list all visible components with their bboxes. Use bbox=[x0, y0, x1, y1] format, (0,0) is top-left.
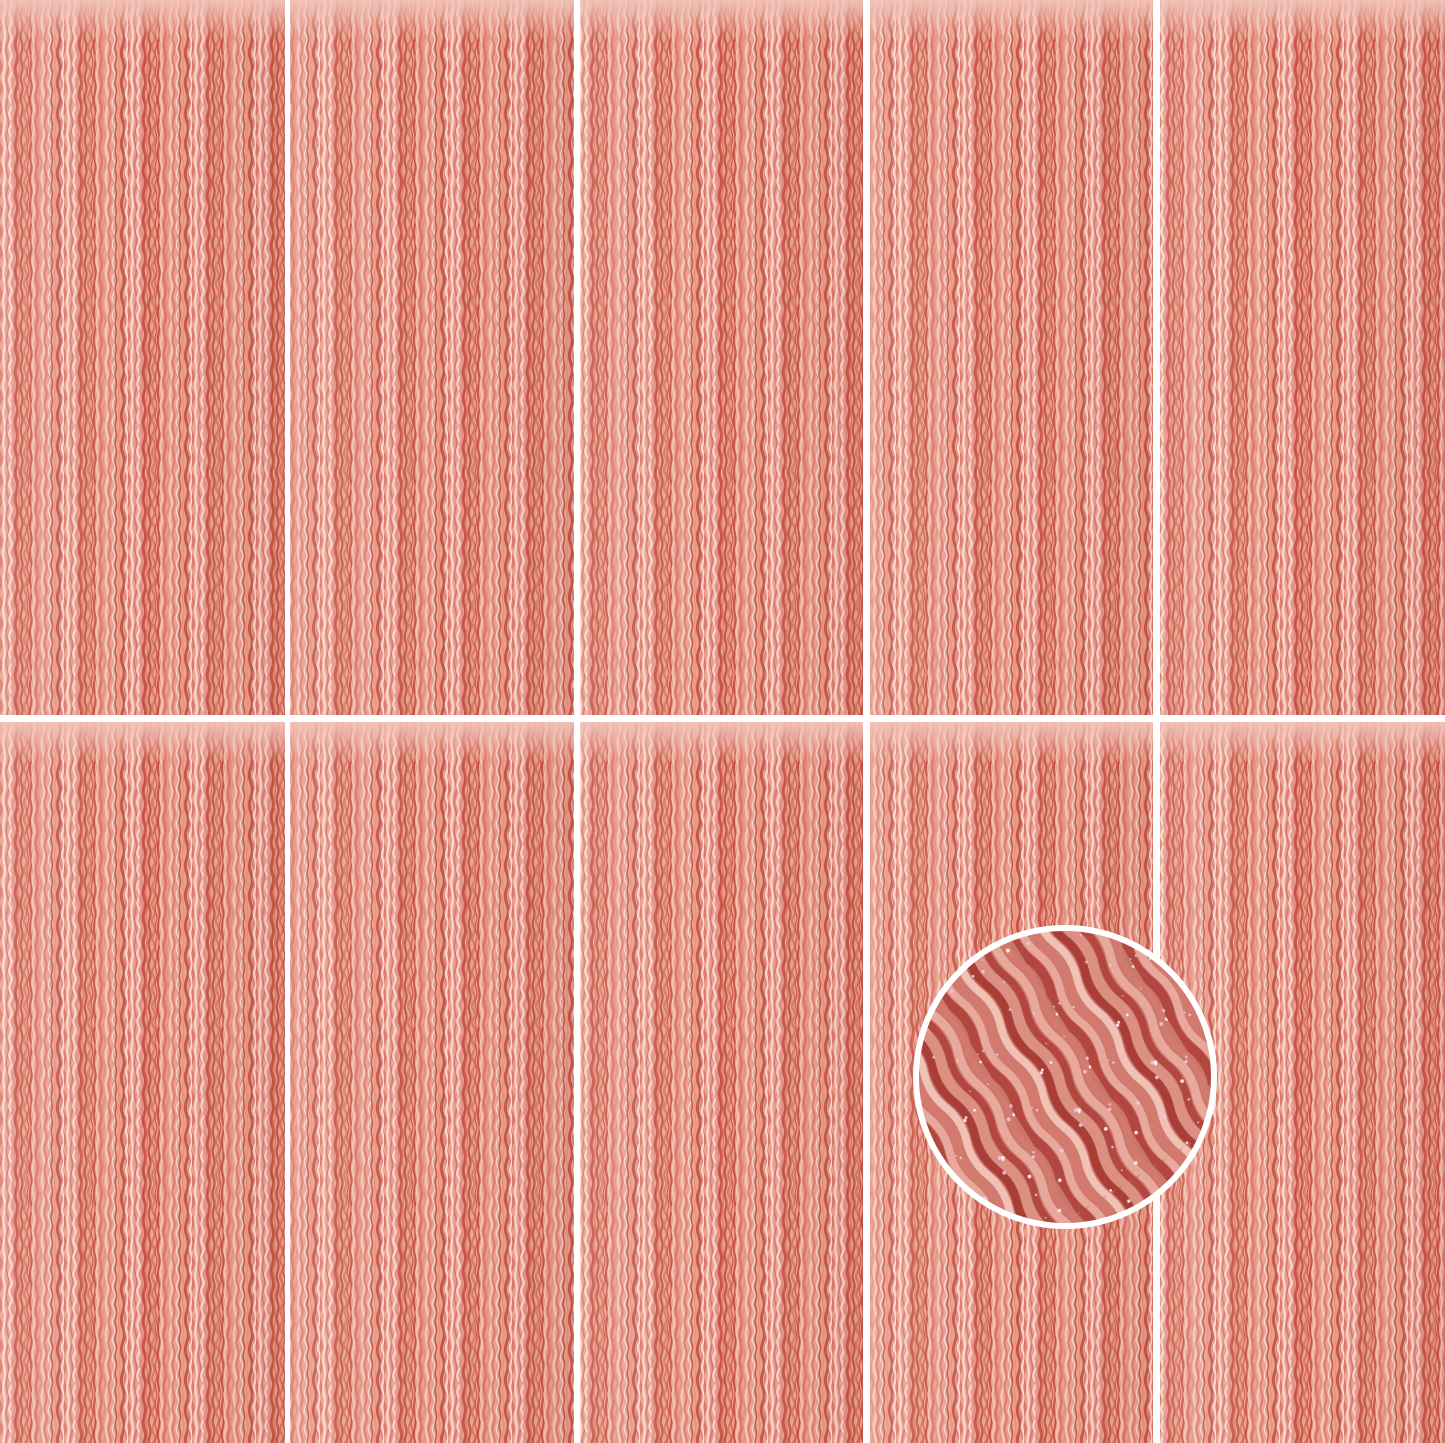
panel-header bbox=[580, 722, 863, 762]
closeup-inset bbox=[913, 925, 1217, 1229]
panel-shading bbox=[290, 722, 574, 1443]
panel-shading bbox=[0, 0, 285, 715]
closeup-fill bbox=[917, 929, 1213, 1225]
closeup-border bbox=[913, 925, 1217, 1229]
panel-header bbox=[1160, 0, 1445, 40]
panel-header bbox=[290, 0, 574, 40]
panel-shading bbox=[290, 0, 574, 715]
panel-shading bbox=[580, 722, 863, 1443]
panel-header bbox=[580, 0, 863, 40]
panel-header bbox=[0, 722, 285, 762]
panel-shading bbox=[870, 0, 1153, 715]
panel-header bbox=[870, 722, 1153, 762]
panel-header bbox=[1160, 722, 1445, 762]
panel-shading bbox=[0, 722, 285, 1443]
panel-header bbox=[290, 722, 574, 762]
panel-header bbox=[870, 0, 1153, 40]
panel-shading bbox=[580, 0, 863, 715]
panel-shading bbox=[1160, 0, 1445, 715]
panel-header bbox=[0, 0, 285, 40]
